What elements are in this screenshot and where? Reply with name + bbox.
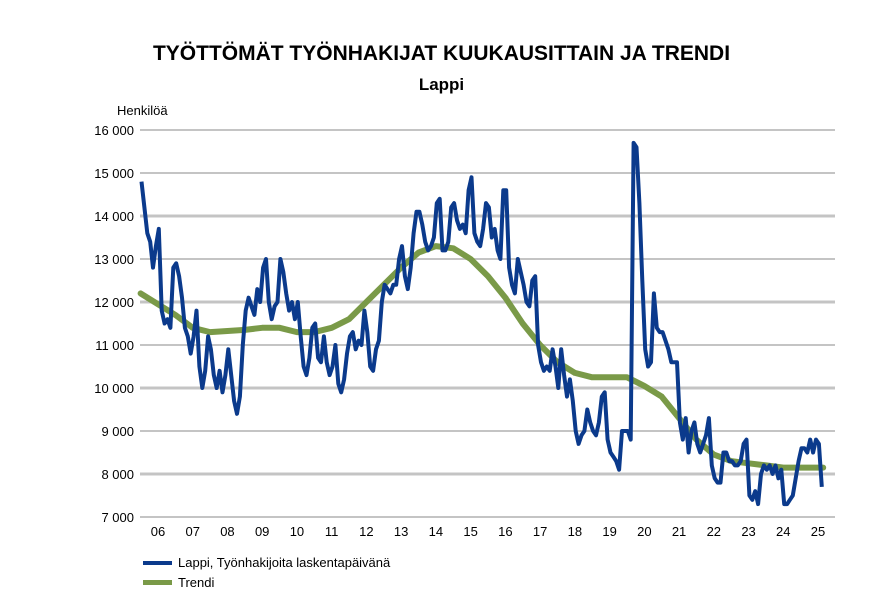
x-tick-label: 22 [707,524,721,539]
y-tick-label: 10 000 [94,381,134,396]
legend-item-lappi: Lappi, Työnhakijoita laskentapäivänä [143,555,390,570]
y-tick-label: 12 000 [94,295,134,310]
x-tick-label: 20 [637,524,651,539]
y-tick-label: 16 000 [94,123,134,138]
y-tick-label: 14 000 [94,209,134,224]
y-tick-label: 13 000 [94,252,134,267]
x-tick-label: 16 [498,524,512,539]
legend-label-trend: Trendi [178,575,215,590]
x-tick-label: 09 [255,524,269,539]
chart-title: TYÖTTÖMÄT TYÖNHAKIJAT KUUKAUSITTAIN JA T… [152,42,731,65]
x-tick-label: 17 [533,524,547,539]
x-tick-label: 07 [185,524,199,539]
chart-subtitle: Lappi [418,75,465,94]
y-tick-label: 9 000 [101,424,134,439]
x-tick-label: 11 [325,524,339,539]
x-tick-label: 25 [811,524,825,539]
x-tick-label: 13 [394,524,408,539]
y-tick-label: 8 000 [101,467,134,482]
x-tick-label: 12 [359,524,373,539]
legend-swatch-lappi [143,560,172,565]
y-tick-label: 15 000 [94,166,134,181]
legend-item-trend: Trendi [143,575,214,590]
y-tick-label: 11 000 [95,338,134,353]
x-tick-label: 08 [220,524,234,539]
legend-swatch-trend [143,580,172,585]
x-tick-label: 21 [672,524,686,539]
x-tick-label: 19 [602,524,616,539]
x-tick-label: 18 [568,524,582,539]
x-tick-label: 06 [151,524,165,539]
legend-label-lappi: Lappi, Työnhakijoita laskentapäivänä [178,555,391,570]
y-tick-label: 7 000 [101,510,134,525]
x-tick-label: 14 [429,524,443,539]
x-tick-label: 23 [741,524,755,539]
x-tick-label: 24 [776,524,790,539]
x-tick-label: 10 [290,524,304,539]
x-tick-label: 15 [463,524,477,539]
lappi-jobseekers-line [139,140,824,507]
y-axis-label: Henkilöä [117,103,168,118]
